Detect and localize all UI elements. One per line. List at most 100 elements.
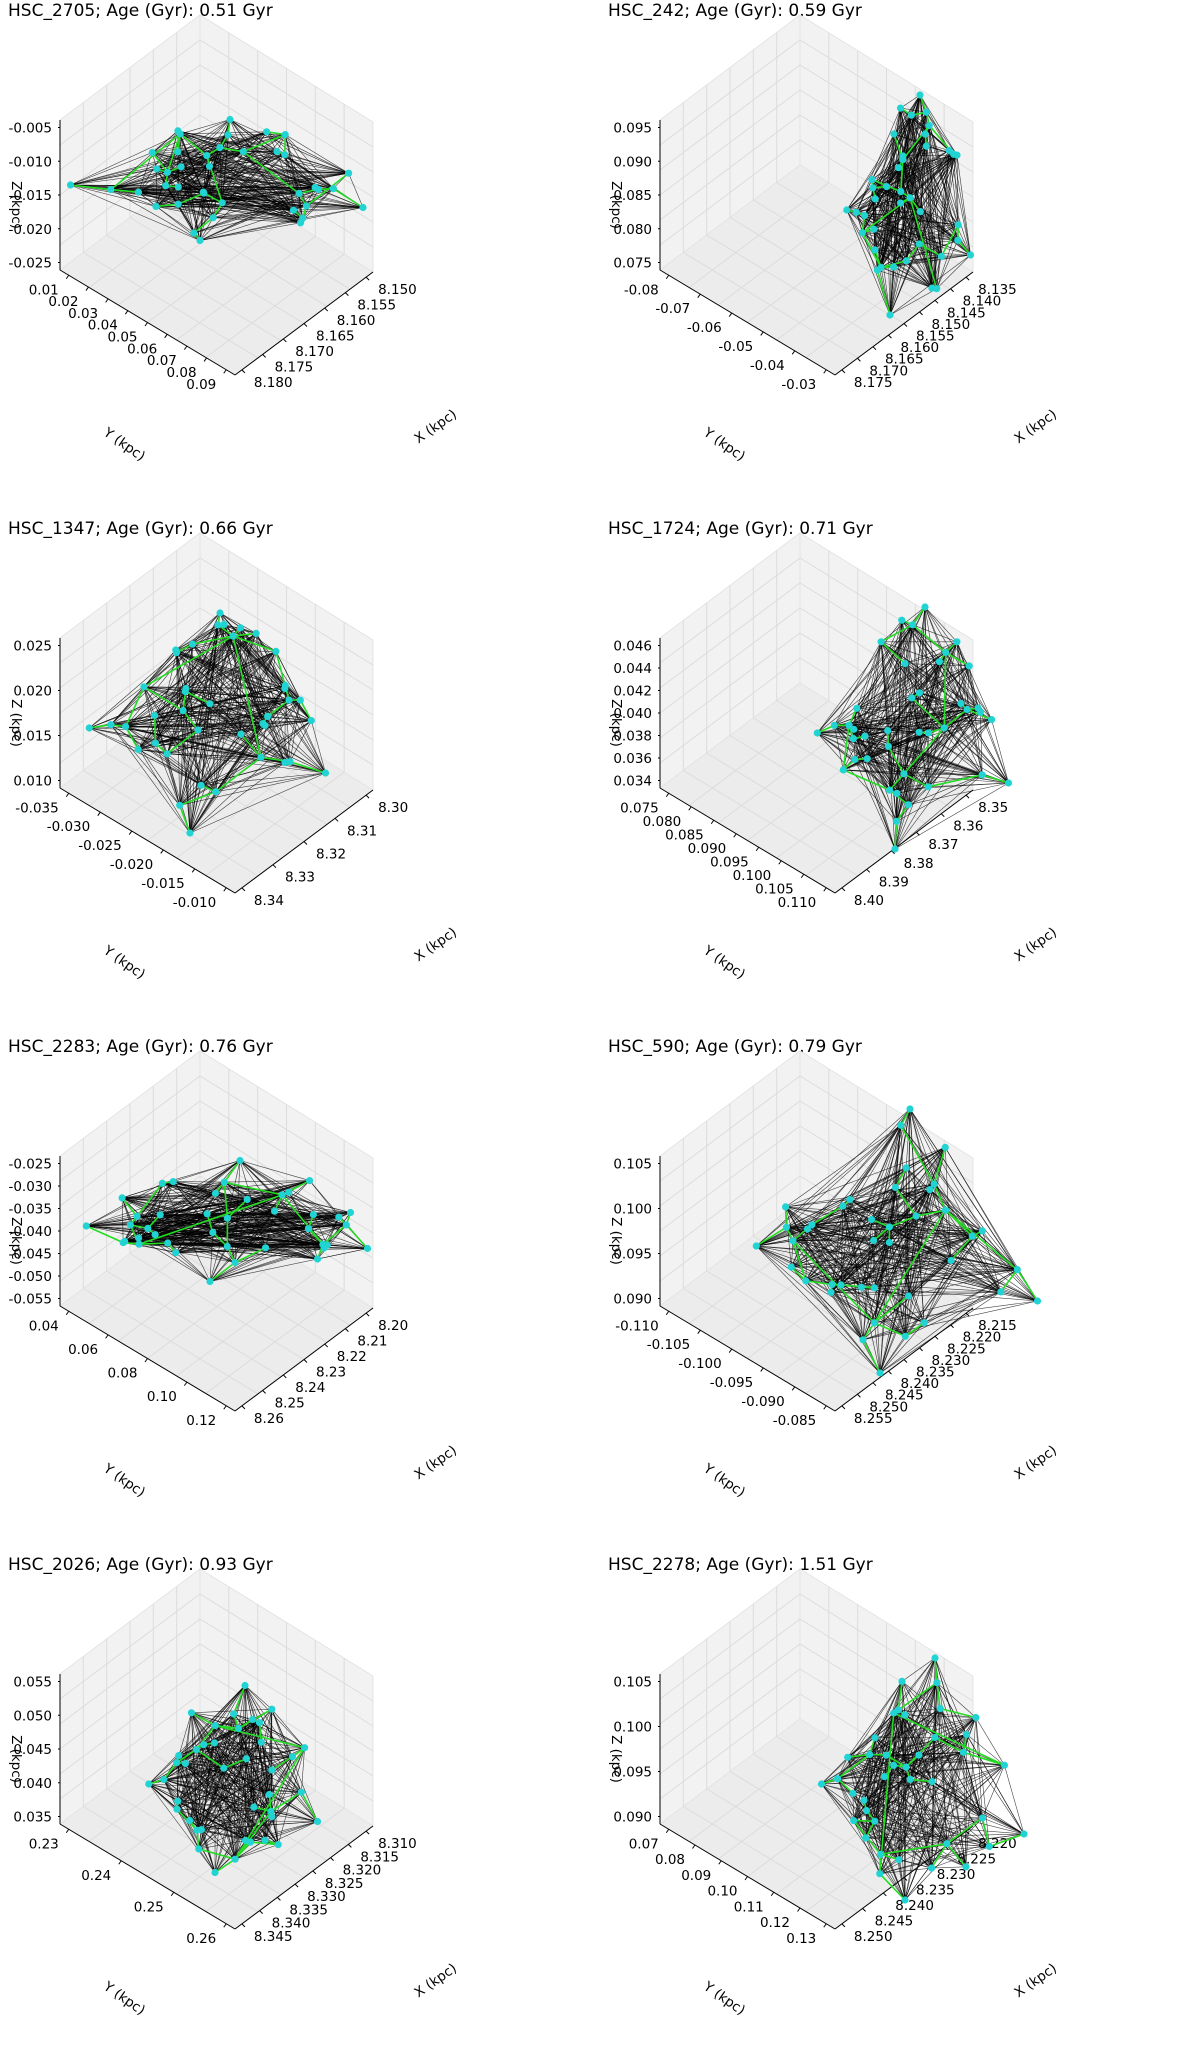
- tree-edge: [215, 1724, 239, 1730]
- network-edge: [234, 1821, 318, 1860]
- network-edge: [219, 612, 241, 629]
- network-edge: [181, 166, 316, 188]
- network-edge: [240, 733, 291, 762]
- star-point: [921, 130, 929, 138]
- network-edge: [873, 1240, 906, 1337]
- network-edge: [856, 641, 958, 709]
- network-edge: [982, 1817, 1025, 1835]
- network-edge: [177, 130, 204, 193]
- network-edge: [861, 1287, 906, 1337]
- network-edge: [148, 1685, 246, 1785]
- star-point: [906, 1105, 914, 1113]
- network-edge: [853, 729, 898, 794]
- y-tick-label: -0.010: [173, 895, 217, 911]
- tree-edge: [223, 1160, 241, 1183]
- x-tick-mark: [965, 794, 970, 799]
- network-edge: [889, 133, 895, 316]
- network-edge: [247, 1180, 310, 1200]
- star-point: [285, 1188, 293, 1196]
- network-edge: [219, 612, 312, 721]
- network-edge: [122, 1197, 266, 1249]
- network-edge: [874, 1187, 896, 1288]
- network-edge: [165, 166, 182, 186]
- y-tick-mark: [65, 274, 70, 280]
- z-tick-label: 0.100: [613, 1202, 652, 1218]
- tree-edge: [874, 1322, 906, 1338]
- network-edge: [155, 187, 316, 207]
- star-point: [869, 184, 877, 192]
- y-tick-label: 0.26: [186, 1931, 216, 1947]
- network-edge: [931, 1708, 941, 1869]
- network-edge: [837, 1657, 936, 1779]
- network-edge: [843, 769, 1009, 784]
- tree-edge: [176, 1748, 197, 1764]
- network-edge: [185, 644, 193, 692]
- network-edge: [807, 1228, 842, 1286]
- z-tick-label: 0.034: [613, 774, 652, 790]
- network-edge: [209, 633, 257, 704]
- network-edge: [209, 703, 268, 717]
- y-tick-mark: [697, 1329, 701, 1334]
- network-edge: [239, 1160, 275, 1212]
- network-edge: [877, 146, 927, 271]
- star-point: [962, 1730, 971, 1739]
- network-edge: [865, 1776, 885, 1838]
- star-point: [787, 1263, 795, 1271]
- tree-edge: [166, 729, 199, 755]
- y-tick-mark: [760, 331, 764, 336]
- network-edge: [918, 606, 926, 733]
- network-edge: [138, 725, 266, 750]
- network-edge: [817, 719, 992, 734]
- network-edge: [956, 641, 968, 710]
- star-point: [151, 739, 159, 747]
- star-point: [175, 1752, 183, 1760]
- network-edge: [936, 1682, 977, 1718]
- x-tick-label: 8.30: [378, 800, 408, 816]
- network-edge: [244, 1685, 273, 1771]
- star-point: [174, 127, 182, 135]
- network-edge: [239, 1160, 368, 1249]
- network-edge: [209, 1210, 275, 1282]
- network-edge: [900, 1125, 973, 1237]
- network-edge: [165, 151, 179, 186]
- network-edge: [70, 184, 364, 208]
- network-edge: [874, 1737, 920, 1756]
- y-tick-label: -0.085: [773, 1413, 817, 1429]
- star-point: [902, 257, 910, 265]
- network-edge: [879, 1833, 1025, 1874]
- y-tick-label: 0.08: [655, 1852, 685, 1868]
- star-point: [871, 195, 879, 203]
- network-edge: [856, 198, 876, 213]
- star-point: [906, 194, 914, 202]
- tree-edge: [166, 133, 181, 173]
- tree-edge: [950, 1235, 973, 1262]
- star-point: [278, 1191, 286, 1199]
- x-tick-label: 8.235: [916, 1883, 955, 1899]
- x-tick-label: 8.35: [978, 800, 1008, 816]
- network-edge: [889, 1189, 931, 1243]
- network-edge: [901, 1681, 983, 1819]
- x-tick-mark: [303, 1359, 308, 1363]
- network-edge: [846, 209, 878, 271]
- network-edge: [756, 1245, 864, 1341]
- star-point: [896, 104, 905, 112]
- network-edge: [177, 134, 286, 153]
- tree-edge: [900, 1124, 935, 1185]
- network-edge: [143, 686, 180, 806]
- star-point: [231, 1855, 239, 1863]
- network-edge: [908, 1147, 946, 1297]
- y-tick-label: -0.025: [78, 838, 122, 854]
- network-edge: [896, 703, 962, 794]
- star-point: [860, 1796, 868, 1804]
- network-edge: [902, 155, 959, 241]
- network-edge: [863, 1681, 903, 1801]
- network-edge: [901, 620, 1009, 784]
- x-tick-mark: [888, 1370, 892, 1375]
- tree-edge: [242, 133, 286, 153]
- star-point: [870, 1236, 878, 1245]
- star-point: [863, 755, 871, 763]
- network-edge: [269, 1769, 273, 1795]
- star-point: [966, 251, 975, 259]
- star-point: [862, 1806, 871, 1815]
- network-edge: [874, 154, 958, 251]
